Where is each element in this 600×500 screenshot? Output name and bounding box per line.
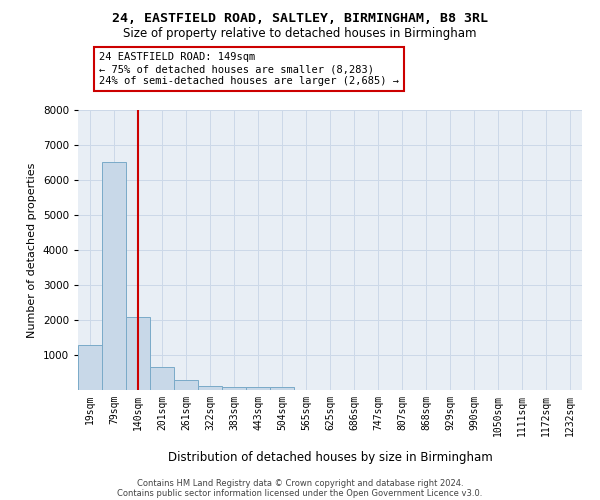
Bar [222, 386, 246, 390]
Text: 24 EASTFIELD ROAD: 149sqm
← 75% of detached houses are smaller (8,283)
24% of se: 24 EASTFIELD ROAD: 149sqm ← 75% of detac… [99, 52, 399, 86]
Text: Size of property relative to detached houses in Birmingham: Size of property relative to detached ho… [123, 28, 477, 40]
Bar [78, 344, 102, 390]
Bar [270, 386, 294, 390]
Bar [102, 162, 126, 390]
Text: Contains public sector information licensed under the Open Government Licence v3: Contains public sector information licen… [118, 490, 482, 498]
Bar [198, 386, 222, 390]
Text: Distribution of detached houses by size in Birmingham: Distribution of detached houses by size … [167, 451, 493, 464]
Bar [246, 386, 270, 390]
Bar [174, 380, 198, 390]
Bar [126, 316, 150, 390]
Text: Contains HM Land Registry data © Crown copyright and database right 2024.: Contains HM Land Registry data © Crown c… [137, 480, 463, 488]
Bar [150, 367, 174, 390]
Text: 24, EASTFIELD ROAD, SALTLEY, BIRMINGHAM, B8 3RL: 24, EASTFIELD ROAD, SALTLEY, BIRMINGHAM,… [112, 12, 488, 26]
Y-axis label: Number of detached properties: Number of detached properties [27, 162, 37, 338]
